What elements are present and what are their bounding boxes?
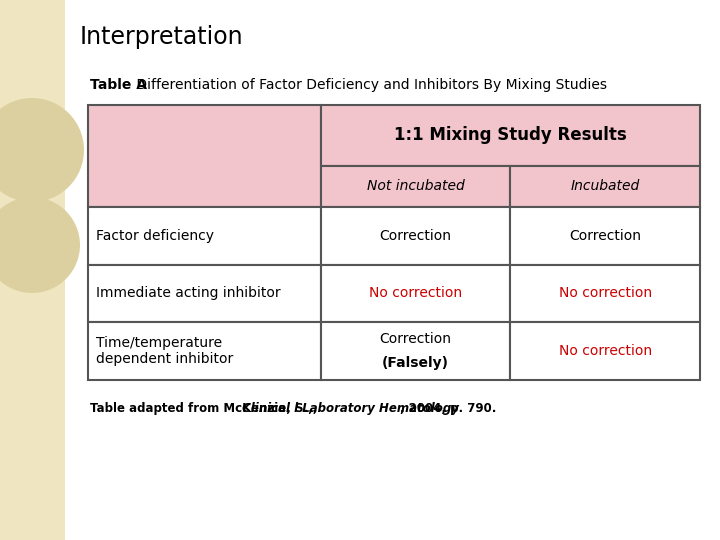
Bar — [0, 0, 65, 540]
Text: Clinical l Laboratory Hematology: Clinical l Laboratory Hematology — [238, 402, 459, 415]
Text: Table A: Table A — [90, 78, 147, 92]
Bar — [510, 265, 700, 322]
Bar — [510, 322, 700, 380]
Bar — [510, 165, 700, 207]
Text: No correction: No correction — [369, 286, 462, 300]
Text: Interpretation: Interpretation — [80, 25, 243, 49]
Text: Incubated: Incubated — [570, 179, 640, 193]
Bar — [320, 165, 510, 207]
Text: Differentiation of Factor Deficiency and Inhibitors By Mixing Studies: Differentiation of Factor Deficiency and… — [132, 78, 607, 92]
Bar — [88, 265, 320, 322]
Text: Correction: Correction — [569, 228, 641, 242]
Circle shape — [0, 197, 80, 293]
Text: No correction: No correction — [559, 344, 652, 358]
Text: 1:1 Mixing Study Results: 1:1 Mixing Study Results — [394, 126, 626, 144]
Text: Factor deficiency: Factor deficiency — [96, 228, 214, 242]
Text: Immediate acting inhibitor: Immediate acting inhibitor — [96, 286, 281, 300]
Text: No correction: No correction — [559, 286, 652, 300]
Text: Correction: Correction — [379, 332, 451, 346]
Bar — [88, 105, 320, 207]
Bar — [320, 105, 700, 165]
Text: Not incubated: Not incubated — [366, 179, 464, 193]
Bar — [88, 207, 320, 265]
Bar — [320, 322, 510, 380]
Text: , 2004, p. 790.: , 2004, p. 790. — [400, 402, 496, 415]
Text: (Falsely): (Falsely) — [382, 356, 449, 370]
Bar — [510, 207, 700, 265]
Bar — [320, 265, 510, 322]
Bar — [320, 207, 510, 265]
Text: Table adapted from McKenzie, S.,,: Table adapted from McKenzie, S.,, — [90, 402, 318, 415]
Bar — [88, 322, 320, 380]
Text: Correction: Correction — [379, 228, 451, 242]
Text: Time/temperature
dependent inhibitor: Time/temperature dependent inhibitor — [96, 336, 233, 366]
Circle shape — [0, 98, 84, 202]
